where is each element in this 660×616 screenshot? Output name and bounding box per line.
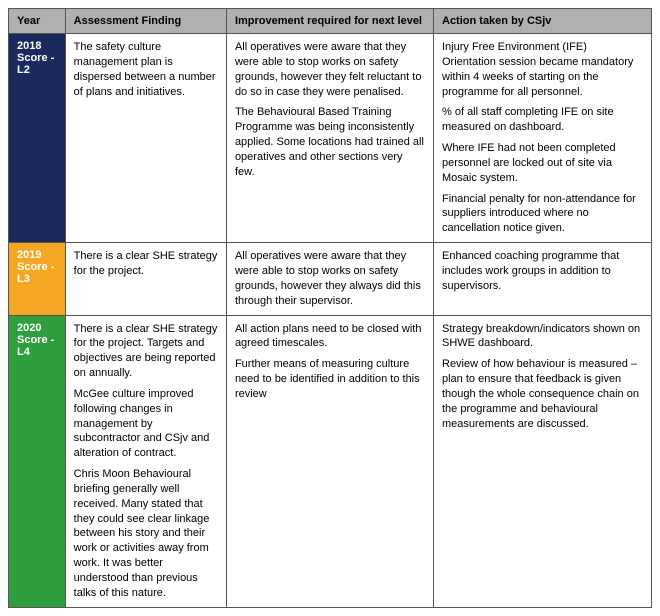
year-cell: 2020 Score - L4	[9, 315, 66, 607]
year-cell: 2018 Score - L2	[9, 34, 66, 243]
action-paragraph: Where IFE had not been completed personn…	[442, 141, 643, 186]
finding-paragraph: There is a clear SHE strategy for the pr…	[74, 249, 218, 279]
action-paragraph: Enhanced coaching programme that include…	[442, 249, 643, 294]
improvement-paragraph: Further means of measuring culture need …	[235, 357, 425, 402]
action-paragraph: % of all staff completing IFE on site me…	[442, 105, 643, 135]
improvement-paragraph: The Behavioural Based Training Programme…	[235, 105, 425, 179]
table-row: 2020 Score - L4There is a clear SHE stra…	[9, 315, 652, 607]
action-paragraph: Financial penalty for non-attendance for…	[442, 192, 643, 237]
finding-cell: There is a clear SHE strategy for the pr…	[65, 243, 226, 315]
col-finding: Assessment Finding	[65, 9, 226, 34]
year-cell: 2019 Score - L3	[9, 243, 66, 315]
finding-paragraph: The safety culture management plan is di…	[74, 40, 218, 99]
improvement-paragraph: All operatives were aware that they were…	[235, 40, 425, 99]
table-row: 2018 Score - L2The safety culture manage…	[9, 34, 652, 243]
finding-paragraph: McGee culture improved following changes…	[74, 387, 218, 461]
improvement-cell: All action plans need to be closed with …	[226, 315, 433, 607]
action-paragraph: Review of how behaviour is measured – pl…	[442, 357, 643, 431]
finding-cell: The safety culture management plan is di…	[65, 34, 226, 243]
col-action: Action taken by CSjv	[434, 9, 652, 34]
action-cell: Enhanced coaching programme that include…	[434, 243, 652, 315]
improvement-paragraph: All operatives were aware that they were…	[235, 249, 425, 308]
table-row: 2019 Score - L3 There is a clear SHE stra…	[9, 243, 652, 315]
improvement-cell: All operatives were aware that they were…	[226, 243, 433, 315]
assessment-table: Year Assessment Finding Improvement requ…	[8, 8, 652, 608]
action-paragraph: Strategy breakdown/indicators shown on S…	[442, 322, 643, 352]
improvement-paragraph: All action plans need to be closed with …	[235, 322, 425, 352]
action-cell: Injury Free Environment (IFE) Orientatio…	[434, 34, 652, 243]
action-cell: Strategy breakdown/indicators shown on S…	[434, 315, 652, 607]
header-row: Year Assessment Finding Improvement requ…	[9, 9, 652, 34]
action-paragraph: Injury Free Environment (IFE) Orientatio…	[442, 40, 643, 99]
col-year: Year	[9, 9, 66, 34]
finding-paragraph: Chris Moon Behavioural briefing generall…	[74, 467, 218, 601]
improvement-cell: All operatives were aware that they were…	[226, 34, 433, 243]
col-improvement: Improvement required for next level	[226, 9, 433, 34]
finding-cell: There is a clear SHE strategy for the pr…	[65, 315, 226, 607]
finding-paragraph: There is a clear SHE strategy for the pr…	[74, 322, 218, 381]
